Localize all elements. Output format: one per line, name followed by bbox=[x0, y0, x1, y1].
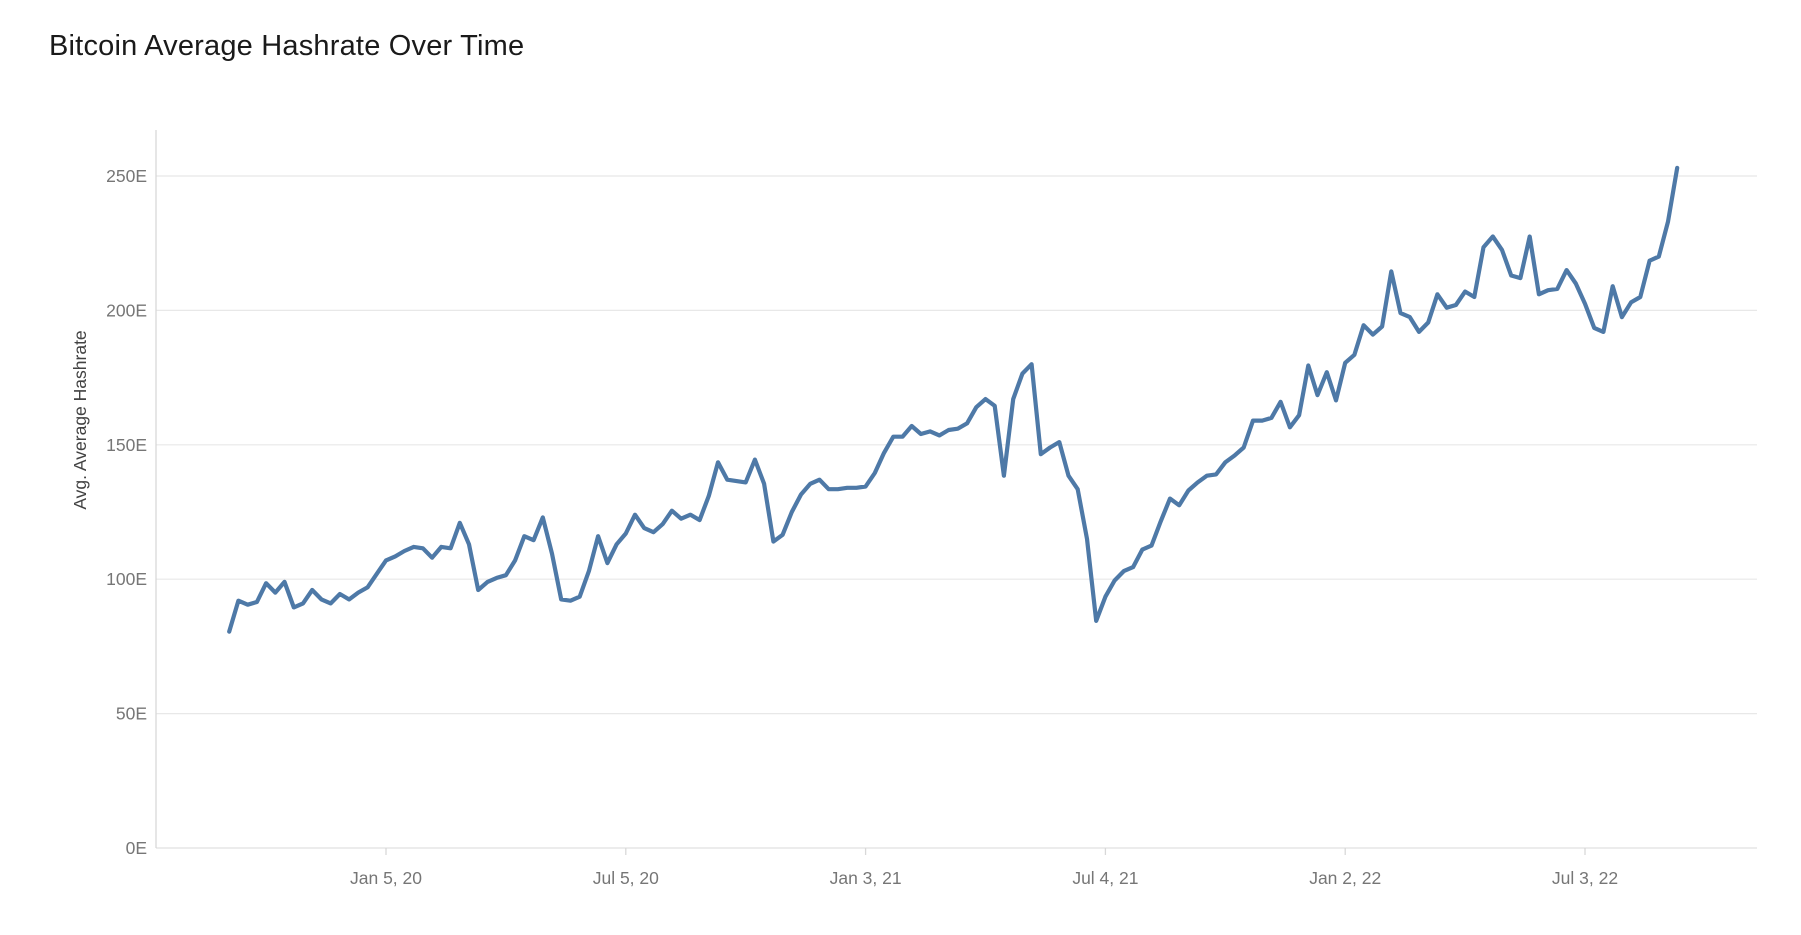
y-tick-label: 100E bbox=[106, 569, 147, 589]
y-tick-label: 50E bbox=[116, 704, 147, 724]
y-tick-label: 150E bbox=[106, 435, 147, 455]
x-tick-label: Jul 4, 21 bbox=[1072, 868, 1138, 888]
y-tick-label: 250E bbox=[106, 166, 147, 186]
plot-area[interactable] bbox=[156, 130, 1757, 848]
y-tick-label: 200E bbox=[106, 300, 147, 320]
y-axis-title: Avg. Average Hashrate bbox=[70, 330, 90, 509]
chart-title: Bitcoin Average Hashrate Over Time bbox=[49, 30, 525, 62]
x-tick-label: Jan 2, 22 bbox=[1309, 868, 1381, 888]
x-tick-label: Jan 3, 21 bbox=[830, 868, 902, 888]
hashrate-line-series[interactable] bbox=[227, 165, 1680, 634]
y-tick-label: 0E bbox=[126, 838, 147, 858]
x-tick-label: Jan 5, 20 bbox=[350, 868, 422, 888]
x-tick-label: Jul 3, 22 bbox=[1552, 868, 1618, 888]
x-tick-label: Jul 5, 20 bbox=[593, 868, 659, 888]
